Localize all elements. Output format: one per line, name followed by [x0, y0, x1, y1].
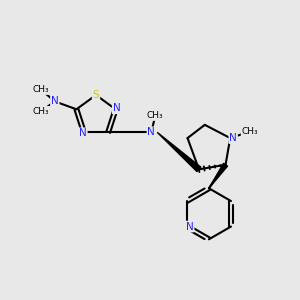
Polygon shape — [157, 132, 201, 172]
Text: CH₃: CH₃ — [147, 111, 164, 120]
Text: CH₃: CH₃ — [33, 107, 50, 116]
Polygon shape — [209, 163, 227, 188]
Text: N: N — [79, 128, 87, 138]
Text: N: N — [113, 103, 121, 113]
Text: CH₃: CH₃ — [242, 127, 258, 136]
Text: N: N — [147, 127, 155, 137]
Text: CH₃: CH₃ — [33, 85, 50, 94]
Text: S: S — [93, 90, 99, 100]
Text: N: N — [186, 222, 194, 232]
Text: N: N — [229, 133, 237, 143]
Text: N: N — [51, 96, 59, 106]
